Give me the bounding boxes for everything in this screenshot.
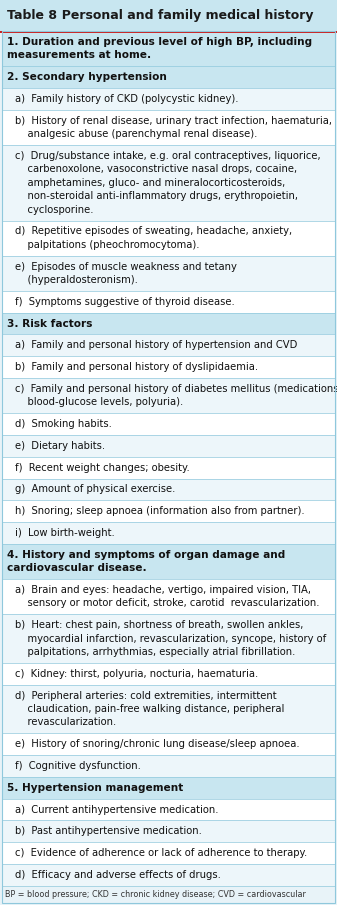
Text: f)  Cognitive dysfunction.: f) Cognitive dysfunction. — [15, 761, 141, 771]
Text: e)  Dietary habits.: e) Dietary habits. — [15, 441, 105, 451]
Text: 1. Duration and previous level of high BP, including: 1. Duration and previous level of high B… — [7, 37, 312, 47]
Bar — [2, 357, 335, 378]
Text: 3. Risk factors: 3. Risk factors — [7, 319, 92, 329]
Bar — [2, 414, 335, 435]
Text: claudication, pain-free walking distance, peripheral: claudication, pain-free walking distance… — [15, 704, 284, 714]
Bar — [2, 457, 335, 479]
Bar — [2, 776, 335, 799]
Text: non-steroidal anti-inflammatory drugs, erythropoietin,: non-steroidal anti-inflammatory drugs, e… — [15, 191, 298, 201]
Text: h)  Snoring; sleep apnoea (information also from partner).: h) Snoring; sleep apnoea (information al… — [15, 506, 305, 516]
Text: a)  Current antihypertensive medication.: a) Current antihypertensive medication. — [15, 805, 218, 814]
Bar — [2, 522, 335, 544]
Bar — [2, 256, 335, 291]
Bar — [2, 799, 335, 821]
Text: f)  Symptoms suggestive of thyroid disease.: f) Symptoms suggestive of thyroid diseas… — [15, 297, 235, 307]
Text: blood-glucose levels, polyuria).: blood-glucose levels, polyuria). — [15, 397, 183, 407]
Bar — [2, 479, 335, 500]
Text: e)  Episodes of muscle weakness and tetany: e) Episodes of muscle weakness and tetan… — [15, 262, 237, 271]
Text: (hyperaldosteronism).: (hyperaldosteronism). — [15, 275, 138, 285]
Text: f)  Recent weight changes; obesity.: f) Recent weight changes; obesity. — [15, 462, 190, 472]
Text: amphetamines, gluco- and mineralocorticosteroids,: amphetamines, gluco- and mineralocortico… — [15, 177, 285, 188]
Text: 2. Secondary hypertension: 2. Secondary hypertension — [7, 72, 167, 82]
Bar — [2, 378, 335, 414]
Bar — [2, 221, 335, 256]
Bar — [2, 685, 335, 733]
Text: palpitations, arrhythmias, especially atrial fibrillation.: palpitations, arrhythmias, especially at… — [15, 647, 295, 657]
Bar — [2, 843, 335, 864]
Text: b)  Past antihypertensive medication.: b) Past antihypertensive medication. — [15, 826, 202, 836]
Text: b)  History of renal disease, urinary tract infection, haematuria,: b) History of renal disease, urinary tra… — [15, 116, 332, 126]
Text: cardiovascular disease.: cardiovascular disease. — [7, 563, 147, 573]
Text: c)  Kidney: thirst, polyuria, nocturia, haematuria.: c) Kidney: thirst, polyuria, nocturia, h… — [15, 669, 258, 679]
Bar — [0, 31, 337, 33]
Text: d)  Peripheral arteries: cold extremities, intermittent: d) Peripheral arteries: cold extremities… — [15, 691, 277, 700]
Text: d)  Repetitive episodes of sweating, headache, anxiety,: d) Repetitive episodes of sweating, head… — [15, 226, 292, 236]
Text: a)  Family and personal history of hypertension and CVD: a) Family and personal history of hypert… — [15, 340, 297, 350]
Text: palpitations (pheochromocytoma).: palpitations (pheochromocytoma). — [15, 240, 200, 250]
Bar — [2, 544, 335, 579]
Text: c)  Drug/substance intake, e.g. oral contraceptives, liquorice,: c) Drug/substance intake, e.g. oral cont… — [15, 151, 320, 161]
Bar — [2, 145, 335, 221]
Text: c)  Family and personal history of diabetes mellitus (medications,: c) Family and personal history of diabet… — [15, 384, 337, 394]
Text: e)  History of snoring/chronic lung disease/sleep apnoea.: e) History of snoring/chronic lung disea… — [15, 739, 300, 749]
Bar — [2, 88, 335, 110]
Bar — [0, 886, 337, 902]
Text: i)  Low birth-weight.: i) Low birth-weight. — [15, 528, 115, 538]
Bar — [2, 864, 335, 886]
Bar — [2, 755, 335, 776]
Text: g)  Amount of physical exercise.: g) Amount of physical exercise. — [15, 484, 175, 494]
Bar — [2, 579, 335, 614]
Text: measurements at home.: measurements at home. — [7, 51, 151, 61]
Text: b)  Heart: chest pain, shortness of breath, swollen ankles,: b) Heart: chest pain, shortness of breat… — [15, 620, 303, 630]
Bar — [2, 663, 335, 685]
Text: 5. Hypertension management: 5. Hypertension management — [7, 783, 183, 793]
Text: a)  Brain and eyes: headache, vertigo, impaired vision, TIA,: a) Brain and eyes: headache, vertigo, im… — [15, 585, 311, 595]
Text: sensory or motor deficit, stroke, carotid  revascularization.: sensory or motor deficit, stroke, caroti… — [15, 598, 319, 608]
Text: analgesic abuse (parenchymal renal disease).: analgesic abuse (parenchymal renal disea… — [15, 129, 257, 139]
Bar — [2, 733, 335, 755]
Bar — [2, 110, 335, 145]
Bar — [2, 500, 335, 522]
Text: b)  Family and personal history of dyslipidaemia.: b) Family and personal history of dyslip… — [15, 362, 258, 372]
Bar — [0, 0, 337, 31]
Bar — [2, 335, 335, 357]
Text: d)  Smoking habits.: d) Smoking habits. — [15, 419, 112, 429]
Bar — [2, 66, 335, 88]
Text: cyclosporine.: cyclosporine. — [15, 205, 93, 214]
Bar — [2, 313, 335, 335]
Text: myocardial infarction, revascularization, syncope, history of: myocardial infarction, revascularization… — [15, 634, 326, 643]
Text: Personal and family medical history: Personal and family medical history — [53, 9, 313, 22]
Bar — [2, 291, 335, 313]
Text: revascularization.: revascularization. — [15, 718, 116, 728]
Text: a)  Family history of CKD (polycystic kidney).: a) Family history of CKD (polycystic kid… — [15, 94, 239, 104]
Text: carbenoxolone, vasoconstrictive nasal drops, cocaine,: carbenoxolone, vasoconstrictive nasal dr… — [15, 165, 297, 175]
Bar — [2, 821, 335, 843]
Text: c)  Evidence of adherence or lack of adherence to therapy.: c) Evidence of adherence or lack of adhe… — [15, 848, 307, 858]
Text: Table 8: Table 8 — [7, 9, 57, 22]
Bar — [2, 435, 335, 457]
Text: 4. History and symptoms of organ damage and: 4. History and symptoms of organ damage … — [7, 550, 285, 560]
Text: BP = blood pressure; CKD = chronic kidney disease; CVD = cardiovascular: BP = blood pressure; CKD = chronic kidne… — [5, 890, 306, 899]
Bar — [2, 31, 335, 66]
Text: d)  Efficacy and adverse effects of drugs.: d) Efficacy and adverse effects of drugs… — [15, 870, 221, 880]
Bar — [2, 614, 335, 663]
